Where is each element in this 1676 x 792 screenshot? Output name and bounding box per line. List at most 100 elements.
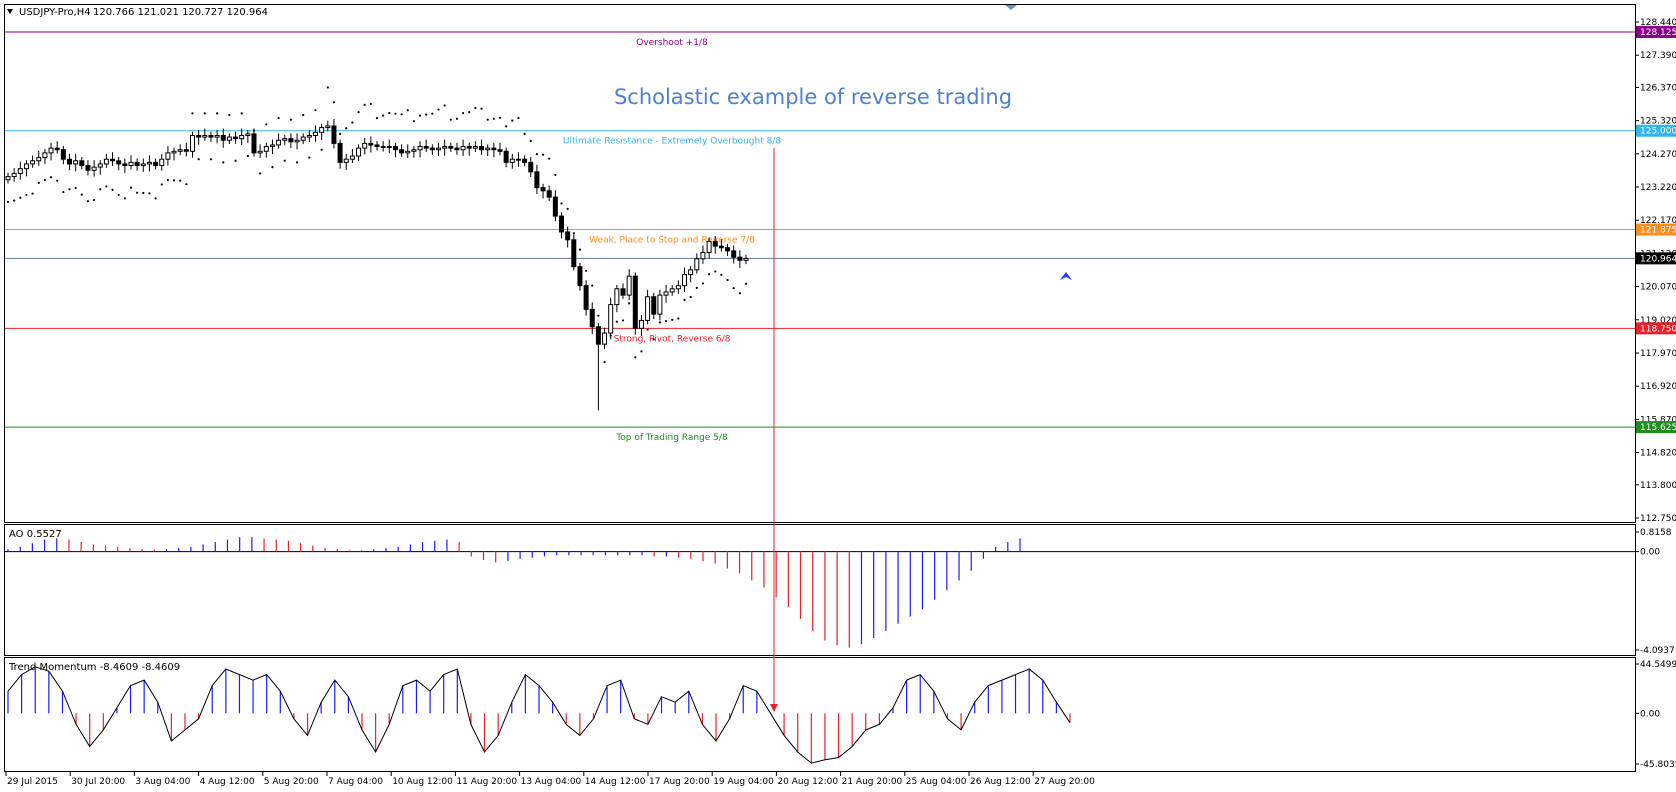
sar-dot	[357, 110, 360, 114]
sar-dot	[640, 350, 643, 353]
candle-body	[190, 134, 195, 152]
candle-body	[448, 146, 454, 149]
candle-body	[528, 161, 534, 173]
candle-body	[675, 285, 681, 290]
candle-body	[153, 161, 159, 167]
sar-dot	[498, 116, 502, 119]
candle-body	[509, 158, 515, 163]
candle-body	[479, 146, 485, 151]
tm-tick-label: 0.00	[1640, 709, 1660, 719]
candle-body	[392, 146, 398, 151]
tm-axis: 44.5499 0.00 -45.8035	[1635, 660, 1676, 770]
arrow-head	[770, 704, 778, 712]
sar-dot	[412, 120, 415, 123]
sar-dot	[56, 179, 59, 182]
sar-dot	[597, 314, 600, 317]
price-axis: 128.440 127.390 126.370 125.320 124.270 123.2…	[1635, 18, 1676, 524]
candle-body	[300, 136, 306, 141]
candle-body	[405, 150, 411, 154]
candle-body	[36, 157, 42, 162]
sar-dot	[578, 248, 582, 251]
candle-body	[688, 269, 694, 276]
time-tick-label: 20 Aug 12:00	[777, 777, 838, 787]
ao-tick-label: 0.00	[1640, 548, 1660, 558]
candle-body	[706, 240, 712, 253]
level-label-strong: Strong, Pivot, Reverse 6/8	[614, 334, 731, 344]
sar-dot	[265, 123, 268, 126]
tm-panel-frame	[4, 657, 1636, 772]
candle-body	[577, 266, 583, 287]
candle-body	[103, 158, 109, 165]
candle-body	[159, 158, 165, 167]
time-tick-label: 4 Aug 12:00	[200, 777, 255, 787]
price-tick-label: 113.800	[1640, 481, 1676, 491]
sar-dot	[523, 132, 526, 136]
price-tick-label: 116.920	[1640, 382, 1676, 392]
sar-dot	[492, 117, 495, 120]
sar-dot	[209, 158, 213, 161]
level-price-label-top_range: 115.625	[1640, 423, 1676, 433]
sar-dot	[129, 186, 133, 189]
current-price-tag	[1636, 252, 1676, 265]
candle-body	[226, 136, 232, 141]
price-tick-label: 117.970	[1640, 349, 1676, 359]
sar-dot	[701, 282, 705, 285]
candle-body	[91, 166, 97, 171]
sar-dot	[259, 172, 262, 175]
sar-dot	[382, 114, 385, 117]
sar-dot	[172, 179, 176, 182]
candle-body	[436, 147, 441, 151]
sar-dot	[185, 183, 188, 186]
candle-body	[497, 149, 503, 152]
candle-body	[583, 285, 589, 310]
sar-dot	[123, 197, 126, 200]
candle-body	[171, 150, 177, 154]
sar-dot	[554, 173, 557, 177]
sar-dot	[234, 159, 237, 162]
candle-body	[522, 158, 528, 163]
chart-shift-marker-icon[interactable]	[1005, 5, 1017, 10]
sar-dot	[375, 117, 379, 120]
candle-body	[319, 127, 325, 133]
price-tick-label: 112.750	[1640, 514, 1676, 524]
time-tick-label: 5 Aug 20:00	[264, 777, 319, 787]
price-tick-label: 119.020	[1640, 316, 1676, 326]
candle-body	[331, 125, 337, 144]
tm-tick-label: -45.8035	[1640, 760, 1676, 770]
time-tick-label: 14 Aug 12:00	[585, 777, 646, 787]
sar-dot	[714, 270, 717, 273]
sar-dot	[517, 117, 520, 120]
sar-dot	[191, 112, 194, 115]
sar-dot	[49, 176, 53, 179]
candle-body	[423, 146, 429, 149]
menu-dropdown-icon[interactable]	[7, 9, 13, 14]
candle-body	[276, 139, 282, 146]
candle-body	[608, 304, 614, 334]
sar-dot	[634, 356, 637, 359]
sar-dot	[671, 318, 674, 321]
candle-body	[245, 133, 251, 136]
sar-dot	[646, 328, 649, 331]
tm-histogram	[7, 666, 1071, 764]
sar-dot	[437, 108, 440, 111]
time-tick-label: 26 Aug 12:00	[970, 777, 1031, 787]
sar-dot	[271, 166, 274, 169]
sar-dot	[418, 114, 422, 117]
sar-dot	[339, 132, 342, 136]
sar-dot	[505, 125, 508, 128]
candle-body	[663, 291, 669, 296]
candle-body	[23, 163, 29, 170]
current-price-label: 120.964	[1640, 254, 1676, 264]
candle-body	[737, 256, 743, 261]
candle-body	[134, 161, 140, 167]
candle-body	[638, 319, 644, 329]
sar-dot	[105, 185, 108, 188]
sar-dot	[332, 101, 336, 104]
candle-body	[5, 176, 11, 181]
sar-dot	[179, 179, 182, 182]
candle-body	[313, 131, 318, 136]
sar-dot	[541, 153, 545, 156]
sar-dot	[443, 104, 446, 107]
